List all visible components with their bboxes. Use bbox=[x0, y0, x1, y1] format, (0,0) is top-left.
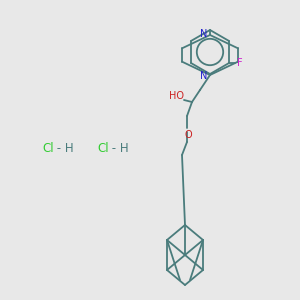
Text: N: N bbox=[200, 29, 208, 39]
Text: F: F bbox=[237, 58, 243, 68]
Text: Cl: Cl bbox=[97, 142, 109, 154]
Text: O: O bbox=[184, 130, 192, 140]
Text: Cl: Cl bbox=[42, 142, 54, 154]
Text: HO: HO bbox=[169, 91, 184, 101]
Text: - H: - H bbox=[108, 142, 128, 154]
Text: - H: - H bbox=[53, 142, 73, 154]
Text: N: N bbox=[200, 71, 208, 81]
